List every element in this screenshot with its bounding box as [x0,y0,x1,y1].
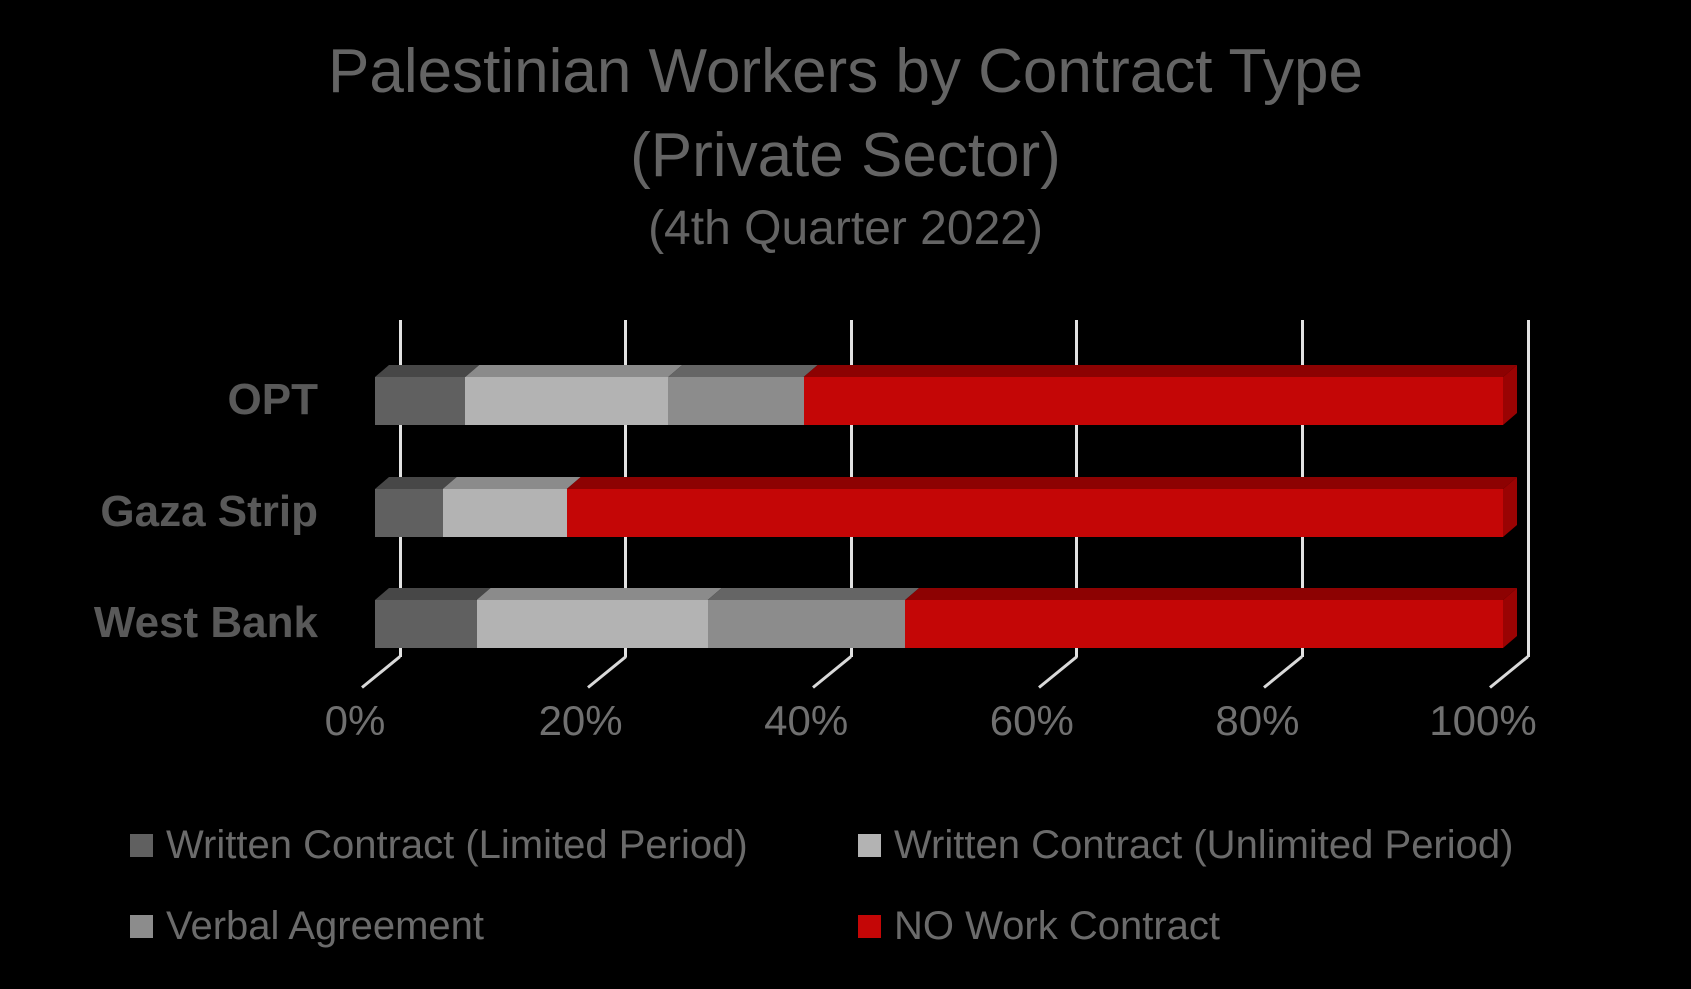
bar-end-cap-OPT [1503,365,1517,425]
chart-title: Palestinian Workers by Contract Type (Pr… [0,30,1691,260]
category-label-West Bank: West Bank [93,598,318,647]
legend-item-Verbal Agreement: Verbal Agreement [130,901,484,951]
legend-label: Verbal Agreement [166,903,484,948]
x-axis-label-100%: 100% [1429,697,1537,744]
bar-segment-OPT-NO Work Contract [803,377,1503,425]
bar-top-OPT-Written Contract (Unlimited Period) [465,365,682,377]
bar-top-OPT-NO Work Contract [804,365,1517,377]
legend-swatch-icon [130,914,153,938]
legend-item-Written Contract (Unlimited Period): Written Contract (Unlimited Period) [858,820,1513,870]
x-axis-label-80%: 80% [1215,697,1300,744]
bar-top-West Bank-Written Contract (Unlimited Period) [477,588,722,600]
axis-tick-40% [812,655,853,689]
legend-swatch-icon [858,833,881,857]
legend-label: Written Contract (Limited Period) [166,822,748,867]
bar-segment-West Bank-NO Work Contract [905,600,1503,648]
bar-segment-OPT-Verbal Agreement [668,377,804,425]
category-label-OPT: OPT [227,375,318,424]
bar-top-West Bank-NO Work Contract [905,588,1517,600]
bar-top-Gaza Strip-NO Work Contract [567,477,1517,489]
bar-segment-West Bank-Verbal Agreement [707,600,906,648]
bar-top-OPT-Verbal Agreement [668,365,817,377]
bar-segment-West Bank-Written Contract (Limited Period) [375,600,477,648]
axis-tick-20% [586,655,627,689]
bar-segment-Gaza Strip-Written Contract (Unlimited Period) [442,489,567,537]
chart-title-line2: (Private Sector) [630,121,1061,190]
legend-label: NO Work Contract [894,903,1220,948]
bar-top-Gaza Strip-Written Contract (Unlimited Period) [443,477,581,489]
chart-title-line3: (4th Quarter 2022) [648,202,1043,255]
legend-item-Written Contract (Limited Period): Written Contract (Limited Period) [130,820,748,870]
legend-swatch-icon [130,833,153,857]
x-axis-label-0%: 0% [324,697,386,744]
bar-top-OPT-Written Contract (Limited Period) [375,365,479,377]
chart-title-line1: Palestinian Workers by Contract Type [328,37,1363,106]
bar-top-Gaza Strip-Written Contract (Limited Period) [375,477,457,489]
axis-tick-80% [1263,655,1304,689]
legend-label: Written Contract (Unlimited Period) [894,822,1514,867]
x-axis-label-40%: 40% [764,697,849,744]
bar-end-cap-West Bank [1503,588,1517,648]
bar-end-cap-Gaza Strip [1503,477,1517,537]
legend-swatch-icon [858,914,881,938]
gridline-100% [1526,320,1530,657]
bar-segment-OPT-Written Contract (Limited Period) [375,377,466,425]
bar-top-West Bank-Verbal Agreement [708,588,919,600]
x-axis-label-20%: 20% [538,697,623,744]
x-axis-label-60%: 60% [989,697,1074,744]
bar-segment-West Bank-Written Contract (Unlimited Period) [476,600,708,648]
bar-segment-Gaza Strip-NO Work Contract [566,489,1503,537]
legend-item-NO Work Contract: NO Work Contract [858,901,1220,951]
bar-segment-OPT-Written Contract (Unlimited Period) [465,377,669,425]
axis-tick-100% [1489,655,1529,689]
axis-tick-60% [1037,655,1078,689]
bar-top-West Bank-Written Contract (Limited Period) [375,588,491,600]
category-label-Gaza Strip: Gaza Strip [100,487,318,536]
axis-tick-0% [361,655,401,689]
bar-segment-Gaza Strip-Written Contract (Limited Period) [375,489,443,537]
